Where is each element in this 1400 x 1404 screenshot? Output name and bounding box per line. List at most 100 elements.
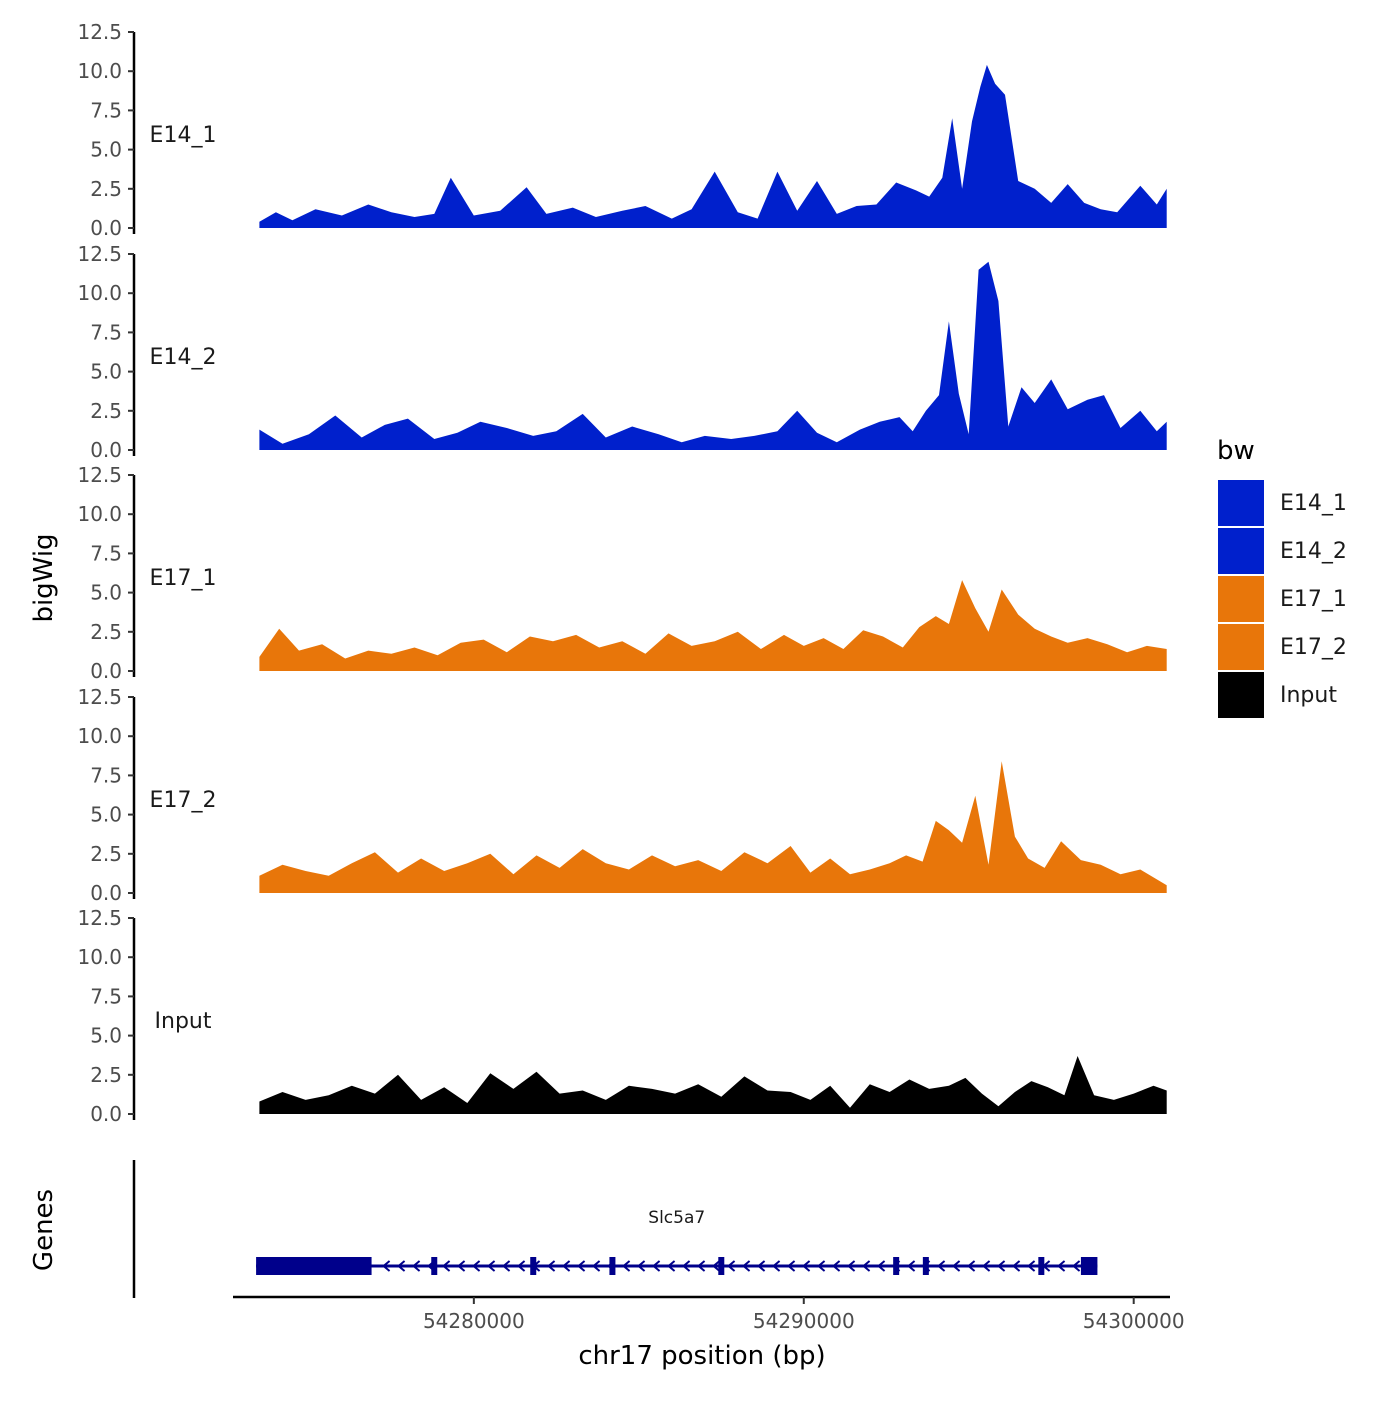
signal-area-e17_1 <box>259 580 1167 671</box>
strand-arrow <box>787 1260 796 1272</box>
strand-arrow <box>547 1260 556 1272</box>
strand-arrow <box>457 1260 466 1272</box>
legend-key <box>1218 672 1264 718</box>
legend-key <box>1218 576 1264 622</box>
strand-arrow <box>382 1260 391 1272</box>
legend-label: E17_1 <box>1280 587 1347 612</box>
strand-arrow <box>1012 1260 1021 1272</box>
strand-arrow <box>892 1260 901 1272</box>
signal-area-e14_1 <box>259 64 1167 229</box>
legend-key <box>1218 528 1264 574</box>
gene-exon <box>609 1257 616 1275</box>
y-tick-label: 5.0 <box>90 360 122 384</box>
y-tick-label: 12.5 <box>77 463 122 487</box>
y-tick-label: 2.5 <box>90 177 122 201</box>
y-tick-label: 7.5 <box>90 541 122 565</box>
strand-arrow <box>532 1260 541 1272</box>
signal-area-input <box>259 1056 1167 1114</box>
strand-arrow <box>937 1260 946 1272</box>
gene-exon <box>922 1257 929 1275</box>
y-tick-label: 12.5 <box>77 20 122 44</box>
y-tick-label: 2.5 <box>90 1063 122 1087</box>
track-label: E14_1 <box>150 123 217 148</box>
gene-model <box>256 1257 1098 1275</box>
x-tick-label: 54290000 <box>753 1309 855 1333</box>
legend-label: E17_2 <box>1280 635 1347 660</box>
strand-arrow <box>412 1260 421 1272</box>
y-tick-label: 2.5 <box>90 620 122 644</box>
legend-key <box>1218 624 1264 670</box>
y-tick-label: 10.0 <box>77 502 122 526</box>
track-panels: 0.0 2.5 5.0 7.5 10.0 12.5 E14_1 0.0 2.5 5.0 7.5 10.… <box>77 20 1167 1126</box>
y-tick-label: 0.0 <box>90 659 122 683</box>
y-tick-label: 10.0 <box>77 945 122 969</box>
track-panel-e14_2: 0.0 2.5 5.0 7.5 10.0 12.5 E14_2 <box>77 242 1167 462</box>
strand-arrow <box>982 1260 991 1272</box>
strand-arrow <box>1057 1260 1066 1272</box>
gene-exon <box>718 1257 725 1275</box>
strand-arrow <box>727 1260 736 1272</box>
legend-title: bw <box>1217 436 1255 466</box>
strand-arrow <box>772 1260 781 1272</box>
y-tick-label: 10.0 <box>77 724 122 748</box>
legend-label: E14_2 <box>1280 539 1347 564</box>
track-panel-input: 0.0 2.5 5.0 7.5 10.0 12.5 Input <box>77 906 1167 1126</box>
y-tick-label: 5.0 <box>90 581 122 605</box>
strand-arrow <box>712 1260 721 1272</box>
gene-exon <box>431 1257 438 1275</box>
strand-arrow <box>427 1260 436 1272</box>
strand-arrow <box>487 1260 496 1272</box>
strand-arrow <box>757 1260 766 1272</box>
strand-arrow <box>742 1260 751 1272</box>
strand-arrow <box>472 1260 481 1272</box>
strand-arrow <box>517 1260 526 1272</box>
strand-arrow <box>1042 1260 1051 1272</box>
strand-arrow <box>967 1260 976 1272</box>
y-tick-label: 5.0 <box>90 138 122 162</box>
strand-arrow <box>862 1260 871 1272</box>
gene-utr-block <box>256 1257 372 1275</box>
strand-arrow <box>442 1260 451 1272</box>
strand-arrow <box>577 1260 586 1272</box>
strand-arrow <box>847 1260 856 1272</box>
signal-area-e17_2 <box>259 761 1167 893</box>
x-tick-label: 54300000 <box>1083 1309 1185 1333</box>
strand-arrow <box>952 1260 961 1272</box>
y-tick-label: 12.5 <box>77 685 122 709</box>
y-tick-label: 7.5 <box>90 320 122 344</box>
y-tick-label: 0.0 <box>90 216 122 240</box>
y-tick-label: 0.0 <box>90 1102 122 1126</box>
x-tick-label: 54280000 <box>423 1309 525 1333</box>
legend-key <box>1218 480 1264 526</box>
strand-arrow <box>877 1260 886 1272</box>
strand-arrow <box>997 1260 1006 1272</box>
strand-arrow <box>607 1260 616 1272</box>
y-tick-label: 5.0 <box>90 803 122 827</box>
y-tick-label: 0.0 <box>90 881 122 905</box>
strand-arrow <box>1027 1260 1036 1272</box>
strand-arrow <box>697 1260 706 1272</box>
strand-arrow <box>592 1260 601 1272</box>
gene-exon <box>1038 1257 1045 1275</box>
strand-arrow <box>682 1260 691 1272</box>
strand-arrow <box>397 1260 406 1272</box>
strand-arrow <box>637 1260 646 1272</box>
y-tick-label: 12.5 <box>77 906 122 930</box>
y-tick-label: 12.5 <box>77 242 122 266</box>
track-label: E17_1 <box>150 566 217 591</box>
y-tick-label: 5.0 <box>90 1024 122 1048</box>
legend-label: E14_1 <box>1280 491 1347 516</box>
gene-utr-block <box>1080 1257 1098 1275</box>
y-tick-label: 10.0 <box>77 59 122 83</box>
track-panel-e17_1: 0.0 2.5 5.0 7.5 10.0 12.5 E17_1 <box>77 463 1167 683</box>
y-tick-label: 7.5 <box>90 984 122 1008</box>
y-axis-title: bigWig <box>29 533 59 622</box>
gene-panel: Slc5a7 <box>132 1160 1098 1298</box>
y-tick-label: 10.0 <box>77 281 122 305</box>
strand-arrow <box>832 1260 841 1272</box>
gene-exon <box>893 1257 900 1275</box>
track-label: Input <box>155 1009 212 1034</box>
legend: E14_1 E14_2 E17_1 E17_2 Input <box>1218 480 1347 718</box>
